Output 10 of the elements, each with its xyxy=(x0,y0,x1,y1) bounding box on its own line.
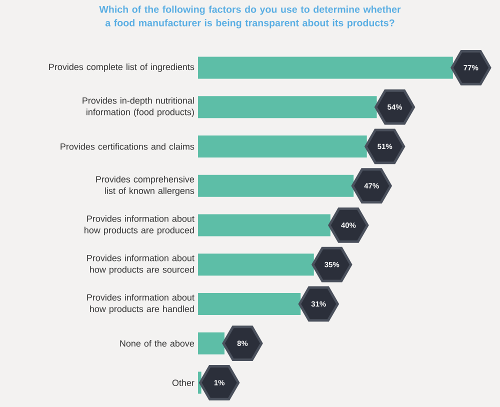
y-tick-label: Provides comprehensive list of known allergens xyxy=(96,176,194,196)
y-tick-label: Provides in-depth nutritional information (food products) xyxy=(82,97,194,118)
y-tick-label: Provides complete list of ingredients xyxy=(49,64,194,72)
y-tick-label: None of the above xyxy=(120,340,194,347)
y-tick-label: Other xyxy=(172,379,194,386)
y-tick-label: Provides certifications and claims xyxy=(60,143,194,150)
y-tick-label: Provides information about how products are handled xyxy=(87,294,194,314)
chart-title: Which of the following factors do you use to determine whether a food manufacturer is being transparent about its products? xyxy=(99,6,401,28)
y-tick-label: Provides information about how products are produced xyxy=(84,215,194,236)
y-tick-label: Provides information about how products are sourced xyxy=(87,254,194,275)
